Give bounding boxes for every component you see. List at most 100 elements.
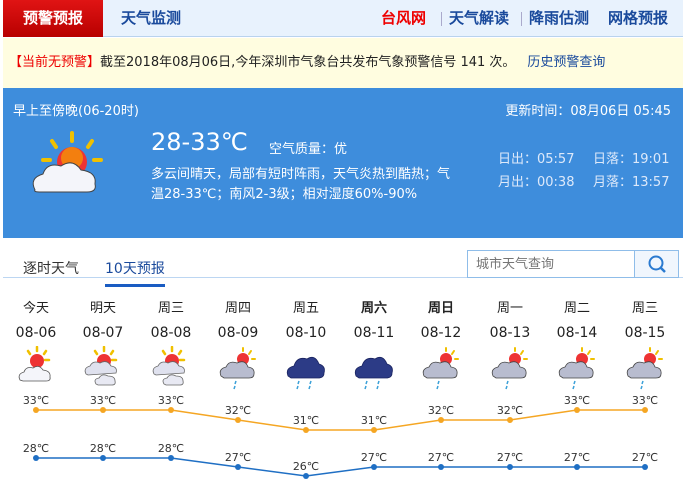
low-temp-point [642, 464, 648, 470]
forecast-day-name: 周二 [563, 301, 590, 316]
city-search [467, 250, 679, 278]
shower-sun-icon [626, 347, 663, 390]
low-temp-point [574, 464, 580, 470]
forecast-date: 08-08 [150, 325, 192, 341]
moonset: 月落：13:57 [593, 175, 670, 190]
forecast-day-name: 周一 [496, 301, 523, 316]
forecast-date: 08-09 [217, 325, 259, 341]
forecast-tabs: 逐时天气 10天预报 [3, 240, 683, 287]
moonrise: 月出：00:38 [498, 175, 575, 190]
shower-sun-icon [422, 347, 459, 390]
high-temp-label: 33℃ [23, 394, 49, 407]
shower-sun-icon [558, 347, 595, 390]
high-temp-label: 31℃ [361, 414, 387, 427]
forecast-day-name: 周六 [360, 301, 387, 316]
top-nav: 预警预报 天气监测 台风网 天气解读 降雨估测 网格预报 [3, 0, 683, 37]
forecast-day-name: 周日 [427, 301, 454, 316]
low-temp-label: 27℃ [225, 451, 251, 464]
nav-rain-estimate[interactable]: 降雨估测 [529, 9, 590, 27]
low-temp-label: 28℃ [90, 442, 116, 455]
low-temp-point [168, 455, 174, 461]
partly-cloudy-sun-icon [32, 131, 103, 193]
low-temp-label: 28℃ [23, 442, 49, 455]
warning-text: 截至2018年08月06日,今年深圳市气象台共发布气象预警信号 141 次。 [100, 55, 516, 70]
low-temp-label: 27℃ [428, 451, 454, 464]
tab-10day[interactable]: 10天预报 [105, 258, 165, 287]
high-temp-label: 33℃ [632, 394, 658, 407]
high-temp-label: 32℃ [497, 404, 523, 417]
forecast-day-name: 明天 [89, 301, 116, 316]
high-temp-point [168, 407, 174, 413]
low-temp-point [100, 455, 106, 461]
cloudy-sun-icon [152, 346, 186, 386]
low-temp-point [438, 464, 444, 470]
forecast-day-name: 周四 [224, 301, 251, 316]
search-button[interactable] [634, 251, 678, 277]
low-temp-point [371, 464, 377, 470]
low-temp-label: 27℃ [361, 451, 387, 464]
low-temp-label: 27℃ [497, 451, 523, 464]
forecast-date: 08-13 [489, 325, 531, 341]
forecast-day-name: 周五 [292, 301, 319, 316]
high-temp-label: 33℃ [564, 394, 590, 407]
forecast-date: 08-11 [353, 325, 395, 341]
high-temp-label: 33℃ [158, 394, 184, 407]
low-temp-point [33, 455, 39, 461]
forecast-day-name: 周三 [631, 301, 658, 316]
low-temp-label: 27℃ [564, 451, 590, 464]
warning-bar: 【当前无预警】截至2018年08月06日,今年深圳市气象台共发布气象预警信号 1… [3, 38, 683, 88]
high-temp-point [371, 427, 377, 433]
sun-cloud-icon [18, 346, 51, 382]
forecast-date: 08-06 [15, 325, 57, 341]
desc-line1: 多云间晴天，局部有短时阵雨，天气炎热到酷热；气 [151, 167, 451, 182]
high-temp-line [36, 409, 645, 431]
high-temp-point [303, 427, 309, 433]
high-temp-point [438, 417, 444, 423]
high-temp-label: 33℃ [90, 394, 116, 407]
divider [441, 12, 442, 26]
city-search-input[interactable] [468, 251, 634, 277]
forecast-date: 08-07 [82, 325, 124, 341]
history-warning-link[interactable]: 历史预警查询 [527, 55, 606, 70]
air-quality-value: 优 [334, 142, 348, 157]
shower-sun-icon [491, 347, 528, 390]
high-temp-point [100, 407, 106, 413]
air-quality: 空气质量：优 [269, 138, 347, 157]
high-temp-point [235, 417, 241, 423]
nav-warning-forecast[interactable]: 预警预报 [3, 0, 103, 37]
period: 早上至傍晚(06-20时) [13, 104, 139, 119]
desc-line2: 温28-33℃；南风2-3级；相对湿度60%-90% [151, 187, 418, 202]
current-weather-panel: 早上至傍晚(06-20时) 更新时间：08月06日 05:45 28-33℃ 空… [3, 88, 683, 238]
low-temp-line [36, 457, 645, 477]
forecast-date: 08-14 [556, 325, 598, 341]
low-temp-point [235, 464, 241, 470]
low-temp-label: 26℃ [293, 460, 319, 473]
low-temp-point [303, 473, 309, 479]
high-temp-point [33, 407, 39, 413]
forecast-date: 08-12 [420, 325, 462, 341]
high-temp-label: 32℃ [225, 404, 251, 417]
nav-typhoon[interactable]: 台风网 [381, 9, 427, 27]
temperature-chart: 33℃ 33℃ 33℃ 32℃ 31℃ 31℃ 32℃ 32℃ 33℃ 33℃ 28℃ 28℃ 28℃ 2… [23, 394, 658, 479]
rain-icon [354, 356, 393, 390]
forecast-date: 08-10 [285, 325, 327, 341]
low-temp-label: 28℃ [158, 442, 184, 455]
update-time: 更新时间：08月06日 05:45 [505, 104, 671, 119]
high-temp-label: 32℃ [428, 404, 454, 417]
sunrise: 日出：05:57 [498, 152, 575, 167]
cloudy-sun-icon [84, 346, 118, 386]
high-temp-point [642, 407, 648, 413]
forecast-date: 08-15 [624, 325, 666, 341]
nav-grid-forecast[interactable]: 网格预报 [608, 9, 669, 27]
high-temp-label: 31℃ [293, 414, 319, 427]
nav-weather-interpret[interactable]: 天气解读 [449, 9, 510, 27]
forecast-day-name: 周三 [157, 301, 184, 316]
sunset: 日落：19:01 [593, 152, 670, 167]
tab-hourly[interactable]: 逐时天气 [23, 261, 79, 277]
low-temp-label: 27℃ [632, 451, 658, 464]
warning-status: 【当前无预警】 [9, 55, 101, 70]
forecast-day-name: 今天 [22, 301, 49, 316]
nav-weather-monitor[interactable]: 天气监测 [121, 9, 182, 27]
high-temp-point [574, 407, 580, 413]
high-temp-point [507, 417, 513, 423]
